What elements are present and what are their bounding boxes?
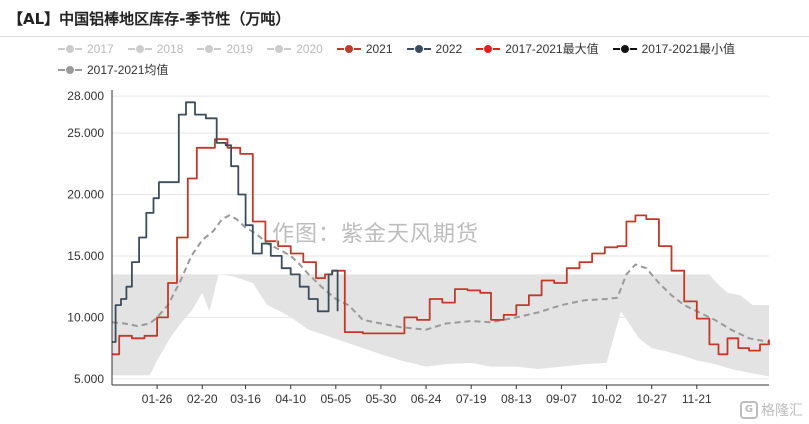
legend-label: 2018 bbox=[156, 41, 184, 56]
legend-marker-icon bbox=[476, 43, 501, 55]
legend-marker-icon bbox=[267, 43, 292, 55]
brand-name: 格隆汇 bbox=[761, 403, 803, 419]
legend-label: 2017-2021最大值 bbox=[505, 42, 599, 56]
x-tick-label: 03-16 bbox=[230, 392, 261, 406]
series-line-avg bbox=[111, 214, 770, 343]
brand-watermark: G 格隆汇 bbox=[740, 400, 803, 420]
legend-item-max[interactable]: 2017-2021最大值 bbox=[476, 38, 599, 59]
x-tick-label: 08-13 bbox=[501, 392, 532, 406]
x-tick-label: 11-21 bbox=[682, 392, 712, 406]
legend-label: 2021 bbox=[365, 41, 393, 56]
x-tick-label: 10-27 bbox=[636, 392, 667, 406]
legend-label: 2017 bbox=[87, 41, 114, 56]
legend-label: 2020 bbox=[296, 41, 323, 56]
legend-item-2022[interactable]: 2022 bbox=[406, 38, 463, 59]
legend-item-2021[interactable]: 2021 bbox=[336, 38, 393, 59]
x-tick-label: 06-24 bbox=[411, 392, 442, 406]
legend-marker-icon bbox=[336, 43, 361, 55]
chart-title: 【AL】中国铝棒地区库存-季节性（万吨） bbox=[8, 10, 291, 28]
y-tick-label: 15.000 bbox=[67, 249, 104, 263]
legend-label: 2017-2021最小值 bbox=[641, 42, 735, 56]
legend-marker-icon bbox=[58, 43, 82, 55]
x-tick-label: 07-19 bbox=[456, 392, 487, 406]
x-tick-label: 05-05 bbox=[320, 392, 351, 406]
legend-label: 2017-2021均值 bbox=[87, 63, 169, 77]
legend-label: 2022 bbox=[435, 41, 463, 56]
chart-legend: 2017 2018 2019 2020 2021 2022 2017-2021最大值 2017… bbox=[58, 38, 798, 80]
x-tick-label: 04-10 bbox=[275, 392, 306, 406]
legend-marker-icon bbox=[197, 43, 222, 55]
series-line-2022 bbox=[112, 101, 339, 343]
x-tick-label: 09-07 bbox=[546, 392, 577, 406]
watermark-text: 作图：紫金天风期货 bbox=[272, 222, 480, 247]
title-divider bbox=[0, 36, 809, 37]
x-tick-label: 10-02 bbox=[591, 392, 622, 406]
y-tick-label: 28.000 bbox=[67, 89, 104, 103]
legend-marker-icon bbox=[406, 43, 431, 55]
y-tick-label: 10.000 bbox=[67, 310, 104, 324]
x-tick-label: 05-30 bbox=[366, 392, 397, 406]
brand-logo-icon: G bbox=[740, 401, 758, 419]
legend-item-avg[interactable]: 2017-2021均值 bbox=[58, 59, 168, 80]
series-line-2021 bbox=[112, 138, 770, 356]
x-tick-label: 01-26 bbox=[142, 392, 173, 406]
y-tick-label: 25.000 bbox=[67, 126, 104, 140]
x-tick-label: 02-20 bbox=[187, 392, 218, 406]
legend-marker-icon bbox=[127, 43, 152, 55]
legend-label: 2019 bbox=[226, 41, 254, 56]
y-tick-label: 5.000 bbox=[74, 372, 104, 386]
legend-item-min[interactable]: 2017-2021最小值 bbox=[612, 38, 735, 59]
legend-item-2018[interactable]: 2018 bbox=[127, 38, 184, 59]
legend-marker-icon bbox=[58, 64, 82, 76]
y-tick-label: 20.000 bbox=[67, 187, 104, 201]
legend-item-2019[interactable]: 2019 bbox=[197, 38, 253, 59]
legend-item-2017[interactable]: 2017 bbox=[58, 38, 114, 59]
legend-item-2020[interactable]: 2020 bbox=[267, 38, 323, 59]
legend-marker-icon bbox=[612, 43, 637, 55]
